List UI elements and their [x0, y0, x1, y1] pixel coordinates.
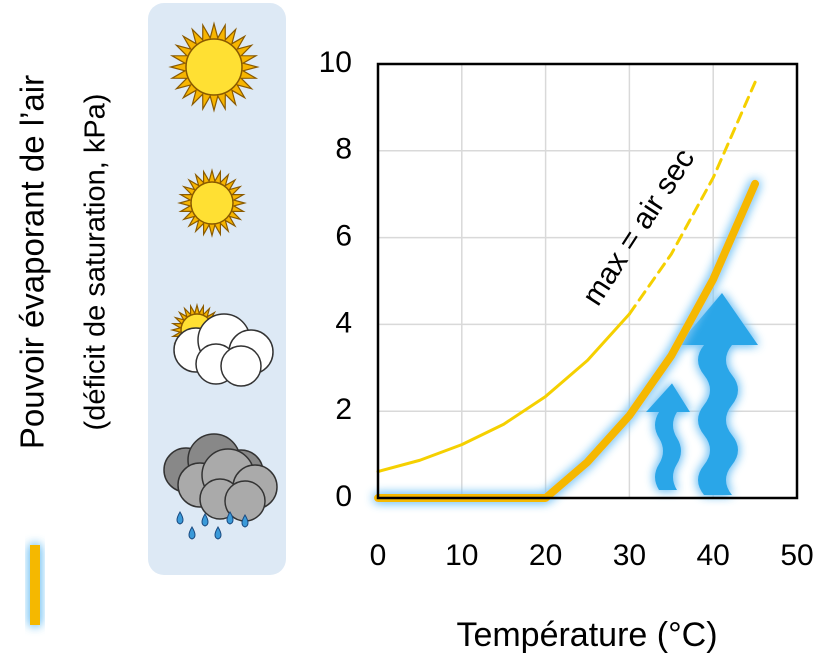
- x-tick-label: 40: [697, 539, 730, 572]
- x-tick-label: 50: [780, 539, 813, 572]
- y-axis-label: Pouvoir évaporant de l’air: [14, 75, 51, 449]
- legend-swatch: [30, 545, 40, 625]
- x-axis-label: Température (°C): [456, 616, 717, 654]
- y-tick-label: 10: [319, 46, 352, 79]
- y-axis-label: (déficit de saturation, kPa): [80, 94, 112, 431]
- y-tick-label: 2: [335, 393, 352, 426]
- y-tick-label: 4: [335, 306, 352, 339]
- y-tick-label: 0: [335, 480, 352, 513]
- y-tick-label: 8: [335, 133, 352, 166]
- x-tick-label: 20: [529, 539, 562, 572]
- y-tick-label: 6: [335, 220, 352, 253]
- x-tick-label: 10: [445, 539, 478, 572]
- x-tick-label: 30: [613, 539, 646, 572]
- chart: Pouvoir évaporant de l’air (déficit de s…: [0, 0, 826, 663]
- sun: [186, 39, 242, 95]
- cloud: [221, 346, 261, 386]
- sun: [191, 182, 233, 224]
- x-tick-label: 0: [370, 539, 387, 572]
